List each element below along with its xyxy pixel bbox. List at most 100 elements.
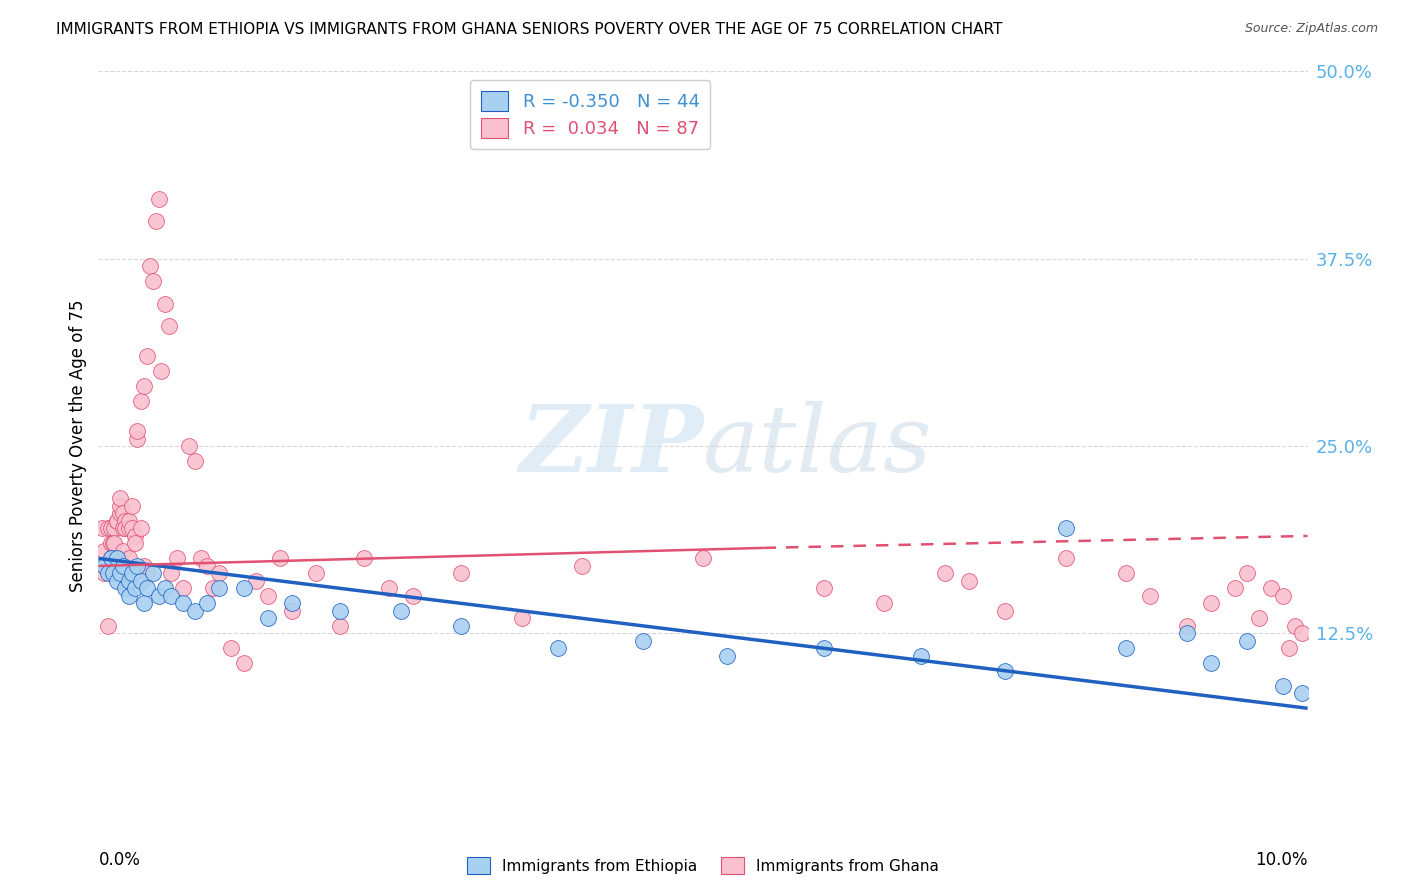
Point xyxy=(450,566,472,581)
Point xyxy=(121,499,143,513)
Point xyxy=(994,664,1017,678)
Point xyxy=(994,604,1017,618)
Point xyxy=(135,582,157,596)
Point xyxy=(402,589,425,603)
Point xyxy=(1199,657,1222,671)
Point xyxy=(329,619,352,633)
Point xyxy=(1236,566,1258,581)
Point xyxy=(281,604,304,618)
Point xyxy=(97,566,120,581)
Point xyxy=(195,596,218,610)
Point xyxy=(1249,611,1271,625)
Point xyxy=(166,551,188,566)
Point xyxy=(1272,679,1295,693)
Point xyxy=(184,454,207,468)
Point xyxy=(172,582,194,596)
Point xyxy=(202,582,225,596)
Point xyxy=(118,589,141,603)
Point xyxy=(148,589,170,603)
Point xyxy=(114,582,136,596)
Point xyxy=(134,596,156,610)
Text: 0.0%: 0.0% xyxy=(98,851,141,869)
Point xyxy=(100,551,122,566)
Text: Source: ZipAtlas.com: Source: ZipAtlas.com xyxy=(1244,22,1378,36)
Point xyxy=(129,574,152,588)
Point xyxy=(114,521,136,535)
Point xyxy=(105,551,128,566)
Point xyxy=(121,566,143,581)
Point xyxy=(1054,521,1077,535)
Point xyxy=(232,582,254,596)
Point xyxy=(571,558,593,573)
Point xyxy=(208,582,231,596)
Point xyxy=(93,558,115,573)
Point xyxy=(195,558,218,573)
Point xyxy=(150,364,173,378)
Point xyxy=(281,596,304,610)
Point xyxy=(124,536,146,550)
Point xyxy=(221,641,243,656)
Point xyxy=(114,514,136,528)
Point xyxy=(127,558,149,573)
Point xyxy=(1291,626,1313,640)
Point xyxy=(1223,582,1246,596)
Point xyxy=(134,379,156,393)
Point xyxy=(153,296,176,310)
Point xyxy=(1175,619,1198,633)
Text: 10.0%: 10.0% xyxy=(1256,851,1308,869)
Point xyxy=(547,641,569,656)
Point xyxy=(105,574,128,588)
Point xyxy=(1278,641,1301,656)
Legend: R = -0.350   N = 44, R =  0.034   N = 87: R = -0.350 N = 44, R = 0.034 N = 87 xyxy=(470,80,710,149)
Point xyxy=(208,566,231,581)
Point xyxy=(1054,551,1077,566)
Point xyxy=(813,582,835,596)
Point xyxy=(101,566,124,581)
Point xyxy=(172,596,194,610)
Point xyxy=(450,619,472,633)
Point xyxy=(105,514,128,528)
Point xyxy=(1284,619,1306,633)
Point xyxy=(353,551,375,566)
Point xyxy=(135,349,157,363)
Legend: Immigrants from Ethiopia, Immigrants from Ghana: Immigrants from Ethiopia, Immigrants fro… xyxy=(461,851,945,880)
Point xyxy=(145,214,167,228)
Point xyxy=(179,439,201,453)
Point xyxy=(184,604,207,618)
Point xyxy=(142,274,165,288)
Point xyxy=(142,566,165,581)
Point xyxy=(256,611,278,625)
Point xyxy=(329,604,352,618)
Y-axis label: Seniors Poverty Over the Age of 75: Seniors Poverty Over the Age of 75 xyxy=(69,300,87,592)
Point xyxy=(108,507,131,521)
Point xyxy=(103,536,125,550)
Point xyxy=(1139,589,1161,603)
Point xyxy=(118,551,141,566)
Point xyxy=(93,544,115,558)
Point xyxy=(124,529,146,543)
Point xyxy=(139,259,162,273)
Point xyxy=(118,521,141,535)
Point xyxy=(305,566,328,581)
Point xyxy=(105,514,128,528)
Point xyxy=(105,551,128,566)
Point xyxy=(232,657,254,671)
Point xyxy=(245,574,267,588)
Point xyxy=(108,566,131,581)
Point xyxy=(160,566,183,581)
Point xyxy=(111,544,134,558)
Point xyxy=(127,432,149,446)
Point xyxy=(108,491,131,506)
Point xyxy=(134,558,156,573)
Point xyxy=(100,536,122,550)
Text: atlas: atlas xyxy=(703,401,932,491)
Point xyxy=(256,589,278,603)
Point xyxy=(111,558,134,573)
Point xyxy=(510,611,533,625)
Point xyxy=(1115,566,1137,581)
Point xyxy=(377,582,399,596)
Point xyxy=(129,521,152,535)
Point xyxy=(103,521,125,535)
Point xyxy=(1115,641,1137,656)
Point xyxy=(190,551,212,566)
